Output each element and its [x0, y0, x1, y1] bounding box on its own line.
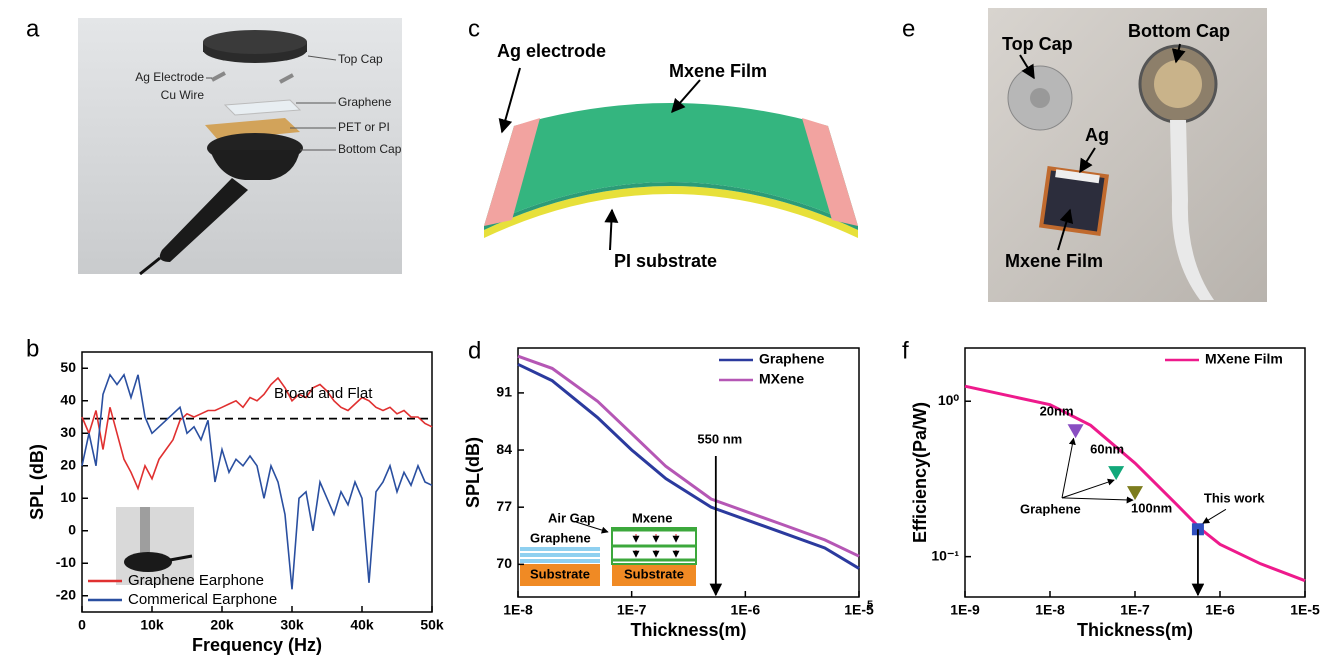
diagram-label: PET or PI [338, 120, 390, 134]
diagram-label: Bottom Cap [1128, 21, 1230, 41]
legend-label: Graphene [759, 351, 825, 367]
inset-photo [116, 507, 194, 585]
x-tick-label: 1E-5 [1290, 602, 1320, 618]
y-tick-label: 10⁰ [938, 392, 960, 408]
y-tick-label: 50 [60, 359, 76, 375]
x-tick-label: 1E-6 [1205, 602, 1235, 618]
series-line [964, 384, 1306, 583]
panel-label: e [902, 15, 915, 42]
y-axis-label: SPL (dB) [27, 444, 47, 520]
diagram-label: Mxene Film [669, 61, 767, 81]
legend-label: MXene Film [1205, 351, 1283, 367]
panel-label: b [26, 335, 39, 362]
diagram-label: Ag [1085, 125, 1109, 145]
point [1127, 486, 1143, 501]
plot-frame [81, 351, 433, 613]
x-tick-label: 1E-5 [844, 602, 874, 618]
y-tick-label: 91 [496, 384, 512, 400]
y-tick-label: 70 [496, 555, 512, 571]
x-tick-label: 1E-9 [950, 602, 980, 618]
legend-label: Graphene Earphone [128, 572, 264, 589]
series-line [517, 354, 860, 558]
inset-diagram: Air Gap Graphene Mxene Substrate Substra… [520, 510, 697, 586]
diagram-label: Graphene [338, 95, 392, 109]
inset-label: Substrate [530, 566, 590, 581]
x-tick-label: 20k [210, 617, 234, 633]
diagram-label: PI substrate [614, 251, 717, 271]
point-label: 100nm [1131, 501, 1172, 516]
panel-label: a [26, 15, 40, 42]
diagram-label: Ag Electrode [135, 70, 204, 84]
point-label: 60nm [1090, 442, 1124, 457]
pointer [1202, 508, 1227, 524]
annotation: 550 nm [697, 431, 742, 446]
y-tick-label: 10⁻¹ [931, 547, 959, 563]
y-tick-label: 0 [68, 521, 76, 537]
y-tick-label: -10 [56, 554, 76, 570]
y-tick-label: 30 [60, 424, 76, 440]
plot-frame [517, 347, 860, 598]
diagram-label: Ag electrode [497, 41, 606, 61]
x-tick-label: 0 [78, 617, 86, 633]
y-tick-label: 40 [60, 391, 76, 407]
x-axis-label: Frequency (Hz) [192, 635, 322, 655]
x-tick-label: 10k [140, 617, 164, 633]
pointer [1061, 437, 1076, 498]
x-tick-label: 30k [280, 617, 304, 633]
film-diagram: Ag electrode Mxene Film PI substrate [484, 41, 858, 271]
series-line [81, 376, 433, 491]
legend-label: MXene [759, 371, 804, 387]
panel-label: d [468, 337, 481, 364]
y-tick-label: 84 [496, 441, 512, 457]
diagram-label: Bottom Cap [338, 142, 402, 156]
diagram-label: Top Cap [1002, 34, 1073, 54]
y-tick-label: 77 [496, 498, 512, 514]
series-line [517, 362, 860, 570]
x-tick-label: 1E-7 [1120, 602, 1150, 618]
point-label: This work [1204, 491, 1265, 506]
point [1067, 424, 1084, 439]
inset-label: Air Gap [548, 510, 595, 525]
x-tick-label: 40k [350, 617, 374, 633]
x-tick-label: 1E-6 [731, 602, 761, 618]
x-tick-label: 1E-8 [503, 602, 533, 618]
point-label: 20nm [1040, 404, 1074, 419]
diagram-label: Top Cap [338, 52, 383, 66]
inset-label: Mxene [632, 510, 672, 525]
inset-label: Substrate [624, 566, 684, 581]
inset-label: Graphene [530, 530, 591, 545]
panel-label: c [468, 15, 480, 42]
diagram-label: Mxene Film [1005, 251, 1103, 271]
y-tick-label: 20 [60, 456, 76, 472]
device-photo: Top Cap Bottom Cap Ag Mxene Film [988, 8, 1267, 302]
pointer [1061, 478, 1115, 499]
y-axis-label: SPL(dB) [463, 437, 483, 508]
x-tick-label: 50k [420, 617, 444, 633]
legend-label: Commerical Earphone [128, 591, 277, 608]
y-tick-label: -20 [56, 586, 76, 602]
series-line [81, 373, 433, 590]
annotation: Graphene [1020, 501, 1081, 516]
x-axis-label: Thickness(m) [1077, 620, 1193, 640]
tick-note: 5 [867, 599, 873, 611]
diagram-label: Cu Wire [161, 88, 205, 102]
y-axis-label: Efficiency(Pa/W) [910, 402, 930, 543]
earphone-render: Top Cap Ag Electrode Cu Wire Graphene PE… [78, 18, 402, 276]
pointer [1061, 496, 1134, 504]
y-tick-label: 10 [60, 489, 76, 505]
x-tick-label: 1E-7 [617, 602, 647, 618]
point [1108, 466, 1125, 481]
panel-label: f [902, 337, 909, 364]
x-tick-label: 1E-8 [1035, 602, 1065, 618]
annotation: Broad and Flat [274, 385, 373, 402]
x-axis-label: Thickness(m) [630, 620, 746, 640]
